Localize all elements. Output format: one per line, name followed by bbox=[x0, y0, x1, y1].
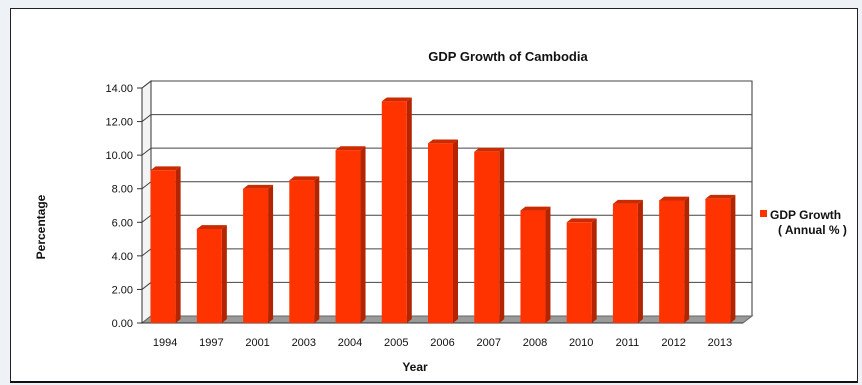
bar bbox=[381, 101, 407, 323]
bar bbox=[612, 203, 638, 323]
bar bbox=[659, 200, 685, 323]
bar-side bbox=[314, 176, 320, 323]
bar bbox=[196, 229, 222, 323]
bar-side bbox=[637, 199, 643, 323]
bar-top bbox=[289, 176, 320, 181]
x-tick-label: 2004 bbox=[338, 337, 362, 349]
bar bbox=[566, 222, 592, 323]
bar-top bbox=[243, 184, 274, 189]
bar bbox=[474, 151, 500, 323]
bar-side bbox=[268, 184, 274, 323]
bar-top bbox=[335, 146, 366, 151]
bar-side bbox=[684, 196, 690, 323]
y-tick-label: 14.00 bbox=[105, 83, 133, 95]
x-axis-label: Year bbox=[402, 360, 428, 374]
x-tick-label: 2006 bbox=[430, 337, 454, 349]
bar-side bbox=[499, 147, 505, 323]
y-tick-label: 6.00 bbox=[112, 217, 133, 229]
bar bbox=[289, 180, 315, 323]
bar-top bbox=[566, 218, 597, 223]
bar bbox=[150, 170, 176, 323]
legend-label-line-2: ( Annual % ) bbox=[778, 223, 847, 237]
gridline bbox=[141, 147, 752, 156]
x-tick-label: 2010 bbox=[569, 337, 593, 349]
bar-side bbox=[730, 194, 736, 323]
bar bbox=[705, 198, 731, 323]
plot-area: 0.00 2.00 4.00 6.00 8.00 10.00 12.00 14.00 1994 1… bbox=[105, 79, 754, 349]
bar-side bbox=[591, 218, 597, 323]
bar-top bbox=[381, 97, 412, 102]
bar-side bbox=[221, 225, 227, 323]
x-tick-label: 2003 bbox=[292, 337, 316, 349]
x-tick-label: 2008 bbox=[523, 337, 547, 349]
bar-side bbox=[545, 206, 551, 323]
legend-label-line-1: GDP Growth bbox=[770, 208, 841, 222]
bar-top bbox=[705, 194, 736, 199]
x-tick-label: 2012 bbox=[661, 337, 685, 349]
x-tick-label: 2007 bbox=[476, 337, 500, 349]
bar bbox=[428, 143, 453, 323]
bar bbox=[520, 210, 546, 323]
y-tick-label: 12.00 bbox=[105, 117, 133, 129]
x-tick-label: 1997 bbox=[199, 337, 223, 349]
x-tick-label: 1994 bbox=[153, 337, 177, 349]
bar bbox=[335, 150, 361, 323]
gdp-growth-chart: GDP Growth of Cambodia 0.00 2.00 4.00 6.00 8… bbox=[34, 49, 847, 374]
x-tick-label: 2005 bbox=[384, 337, 408, 349]
y-tick-label: 4.00 bbox=[112, 251, 133, 263]
x-tick-label: 2013 bbox=[708, 337, 732, 349]
legend: GDP Growth ( Annual % ) bbox=[760, 208, 847, 237]
bar-top bbox=[196, 225, 227, 229]
bar-top bbox=[150, 166, 181, 171]
bar-side bbox=[406, 97, 412, 324]
gridline bbox=[141, 80, 752, 89]
bar-top bbox=[612, 199, 643, 204]
x-tick-label: 2011 bbox=[616, 337, 640, 349]
y-axis-label: Percentage bbox=[34, 194, 48, 259]
bar-side bbox=[453, 139, 458, 323]
y-tick-label: 2.00 bbox=[112, 284, 133, 296]
gridline bbox=[141, 114, 752, 122]
bar-top bbox=[474, 147, 505, 152]
bar-side bbox=[360, 146, 366, 323]
bar-side bbox=[175, 166, 181, 323]
chart-frame: GDP Growth of Cambodia 0.00 2.00 4.00 6.00 8… bbox=[10, 8, 858, 383]
y-tick-label: 0.00 bbox=[112, 318, 133, 330]
plot-side-wall bbox=[141, 79, 152, 325]
bar-top bbox=[659, 196, 690, 201]
bar bbox=[243, 188, 269, 323]
y-tick-label: 10.00 bbox=[105, 150, 133, 162]
chart-title: GDP Growth of Cambodia bbox=[428, 49, 588, 64]
bar-top bbox=[520, 206, 551, 211]
x-tick-label: 2001 bbox=[245, 337, 269, 349]
bar-top bbox=[428, 139, 458, 144]
y-tick-label: 8.00 bbox=[112, 184, 133, 196]
legend-swatch bbox=[760, 210, 767, 217]
